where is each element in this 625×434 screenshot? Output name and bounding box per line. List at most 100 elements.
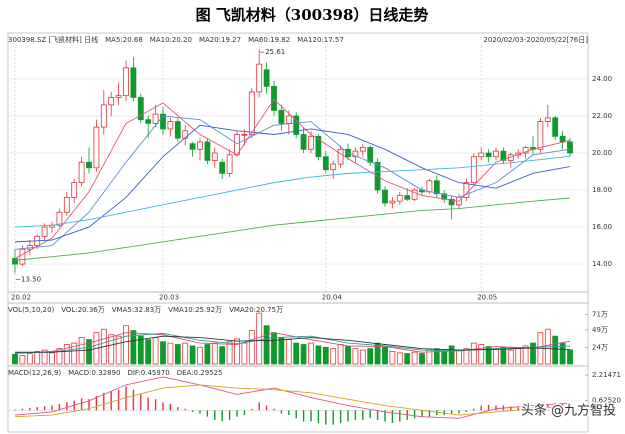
volume-bar	[308, 342, 314, 365]
volume-bar	[404, 353, 411, 365]
annotation: 25.61	[265, 48, 285, 56]
volume-bar	[211, 342, 218, 365]
legend-entry: VMA5:32.83万	[112, 306, 161, 314]
candle-body	[559, 135, 566, 143]
volume-bar	[167, 342, 174, 365]
volume-bar	[463, 348, 470, 365]
volume-bar	[56, 348, 63, 365]
candle-body	[389, 200, 396, 204]
candle-body	[197, 141, 203, 150]
volume-bar	[345, 346, 351, 365]
volume-bar	[500, 346, 507, 365]
candle-body	[152, 113, 159, 124]
volume-bar	[197, 346, 203, 365]
candle-body	[41, 226, 48, 237]
legend-entry: VOL(5,10,20)	[8, 306, 55, 314]
y-tick-label: 24万	[592, 343, 608, 351]
volume-bar	[367, 348, 374, 365]
candle-body	[426, 180, 433, 193]
x-tick-label: 20.05	[477, 294, 497, 302]
candle-body	[308, 135, 314, 150]
ma-line	[14, 384, 571, 418]
volume-bar	[145, 339, 152, 365]
volume-bar	[41, 349, 48, 365]
candle-body	[478, 152, 485, 158]
candle-body	[204, 141, 211, 161]
candle-body	[93, 126, 100, 169]
volume-bar	[130, 330, 137, 365]
volume-bar	[352, 348, 359, 365]
volume-bar	[374, 342, 381, 365]
volume-bar	[108, 334, 115, 365]
candle-body	[278, 110, 285, 124]
volume-bar	[285, 339, 292, 365]
volume-bar	[300, 344, 307, 365]
ma-line	[14, 124, 571, 243]
volume-bar	[49, 352, 55, 365]
legend-entry: DIF:0.45970	[127, 369, 169, 377]
candle-body	[411, 189, 418, 200]
legend-entry: VOL:20.36万	[61, 306, 104, 314]
candle-body	[537, 121, 544, 150]
volume-bar	[19, 355, 26, 365]
legend-entry: MACD:0.32890	[68, 369, 120, 377]
volume-bar	[530, 342, 536, 365]
volume-bar	[63, 344, 70, 365]
candle-body	[100, 104, 107, 128]
candle-body	[500, 150, 507, 161]
candle-body	[19, 248, 26, 265]
volume-bar	[470, 342, 477, 365]
candle-body	[256, 63, 263, 93]
legend-entry: MA120:17.57	[297, 36, 344, 44]
candle-body	[330, 163, 337, 171]
legend-entry: MA5:20.68	[105, 36, 143, 44]
watermark: 头条 @九方智投	[521, 403, 616, 419]
candle-body	[271, 85, 277, 111]
volume-bar	[515, 348, 522, 365]
x-tick-label: 20.02	[11, 294, 31, 302]
candle-body	[86, 161, 92, 169]
candle-body	[63, 197, 70, 213]
volume-bar	[263, 325, 270, 365]
candle-body	[448, 198, 455, 206]
volume-bar	[219, 346, 226, 365]
legend-entry: MA20:19.27	[199, 36, 241, 44]
volume-bar	[567, 349, 573, 365]
y-tick-label: 2.21471	[592, 371, 621, 379]
candle-body	[567, 141, 573, 154]
candle-body	[219, 161, 226, 174]
volume-bar	[12, 353, 18, 365]
volume-bar	[182, 342, 189, 365]
legend-entry: MA10:20.20	[150, 36, 192, 44]
candle-body	[115, 95, 122, 98]
macd-panel	[7, 365, 589, 433]
candle-body	[382, 189, 388, 204]
legend-entry: MACD(12,26,9)	[8, 369, 61, 377]
candle-body	[404, 195, 411, 200]
volume-bar	[337, 344, 344, 365]
volume-bar	[123, 325, 129, 365]
y-tick-label: 49万	[592, 326, 608, 334]
volume-bar	[441, 351, 448, 365]
candle-body	[359, 147, 366, 152]
volume-bar	[448, 345, 455, 365]
candle-body	[226, 154, 233, 174]
candle-body	[367, 147, 374, 163]
candle-body	[493, 150, 499, 158]
volume-bar	[115, 335, 122, 365]
candle-body	[174, 121, 181, 139]
candle-body	[263, 69, 270, 87]
volume-bar	[278, 337, 285, 365]
y-tick-label: 71万	[592, 311, 608, 319]
volume-bar	[389, 351, 396, 365]
volume-bar	[189, 345, 196, 365]
volume-bar	[522, 345, 529, 365]
y-tick-label: 20.00	[592, 149, 612, 157]
volume-bar	[396, 352, 403, 365]
candle-body	[137, 97, 144, 121]
volume-bar	[204, 344, 211, 365]
x-tick-label: 20.04	[322, 294, 343, 302]
volume-bar	[359, 349, 366, 365]
candle-body	[78, 161, 85, 184]
candle-body	[470, 156, 477, 184]
